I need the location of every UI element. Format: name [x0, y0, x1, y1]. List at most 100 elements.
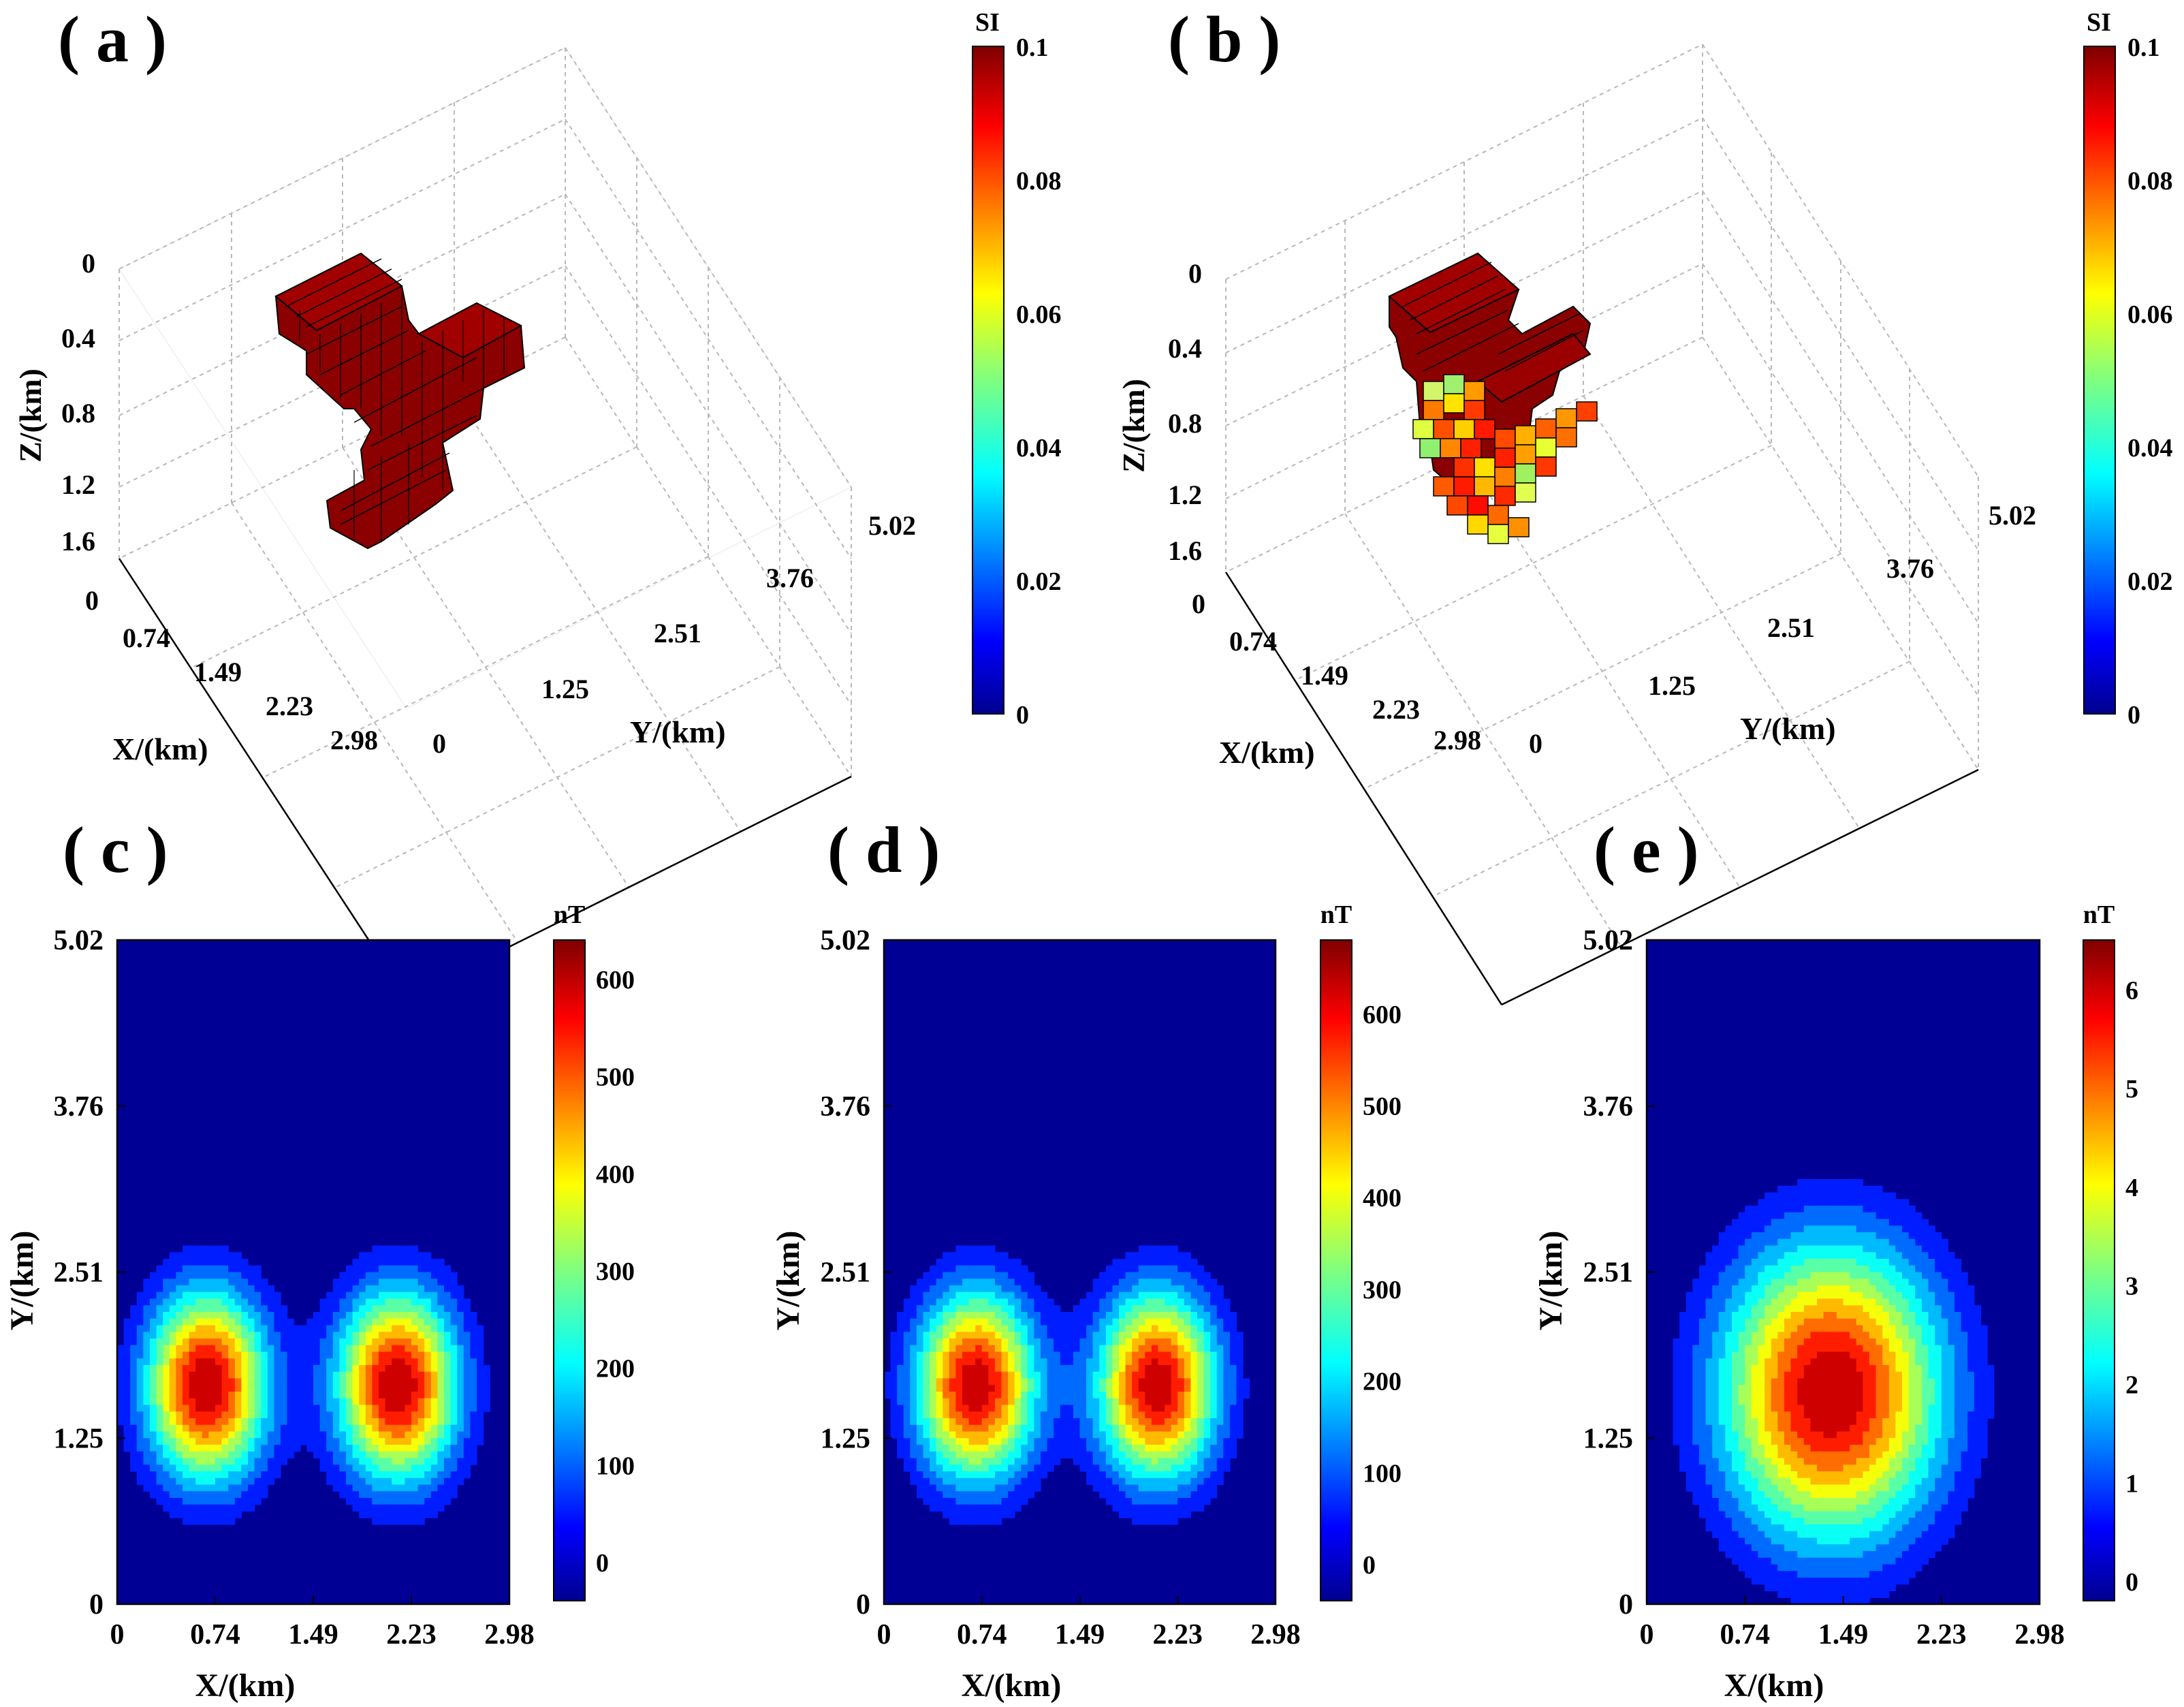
cb-tick-a-4: 0.08: [1016, 167, 1062, 195]
zt-b-0: 0: [1188, 258, 1202, 289]
xt-b-2: 1.49: [1301, 660, 1348, 691]
panel-b-zticks: 0 0.4 0.8 1.2 1.6 Z/(km): [1116, 258, 1202, 566]
cb-tick-d-6: 600: [1363, 1001, 1402, 1029]
xt-e-1: 0.74: [1720, 1619, 1771, 1650]
xt-c-0: 0: [110, 1619, 125, 1650]
yt-a-1: 1.25: [541, 674, 589, 704]
cb-d-bar: [1320, 939, 1352, 1601]
cb-e-bar: [2083, 939, 2115, 1601]
cb-tick-b-5: 0.1: [2127, 33, 2160, 62]
panel-b-yticks: 0 1.25 2.51 3.76 5.02 Y/(km): [1529, 500, 2036, 759]
cb-tick-e-0: 0: [2125, 1568, 2138, 1597]
cb-b-label: SI: [2087, 8, 2111, 37]
panel-b: ( b ): [1116, 3, 2116, 1006]
xt-b-4: 2.98: [1434, 725, 1481, 755]
cb-d-label: nT: [1320, 901, 1352, 929]
cb-tick-d-0: 0: [1363, 1551, 1376, 1580]
yt-b-4: 5.02: [1989, 500, 2036, 531]
zt-b-2: 0.8: [1168, 408, 1202, 439]
yt-d-0: 0: [856, 1589, 870, 1620]
yt-c-0: 0: [89, 1589, 104, 1620]
xt-b-0: 0: [1192, 589, 1205, 619]
panel-c-label: ( c ): [63, 813, 168, 886]
yt-e-0: 0: [1619, 1589, 1633, 1620]
xt-a-0: 0: [85, 585, 99, 616]
cb-tick-e-2: 2: [2125, 1371, 2138, 1399]
yt-d-1: 1.25: [821, 1423, 871, 1454]
cb-tick-e-3: 3: [2125, 1272, 2138, 1301]
xlabel-c: X/(km): [195, 1667, 296, 1704]
cb-tick-b-1: 0.02: [2127, 567, 2173, 596]
ylabel-a: Y/(km): [630, 715, 726, 749]
yt-d-4: 5.02: [821, 925, 871, 956]
zt-a-3: 1.2: [61, 469, 95, 500]
yt-c-4: 5.02: [54, 925, 104, 956]
cb-tick-e-6: 6: [2125, 976, 2138, 1005]
xt-c-2: 1.49: [288, 1619, 338, 1650]
yt-d-3: 3.76: [821, 1091, 871, 1123]
yt-e-3: 3.76: [1583, 1091, 1634, 1123]
xt-b-3: 2.23: [1372, 694, 1420, 725]
cb-tick-a-5: 0.1: [1016, 33, 1049, 62]
xt-a-2: 1.49: [194, 657, 242, 687]
panel-a-xticks: 0 0.74 1.49 2.23 2.98 X/(km): [85, 585, 378, 766]
yt-b-2: 2.51: [1767, 612, 1815, 643]
panel-a-zticks: 0 0.4 0.8 1.2 1.6 Z/(km): [13, 248, 95, 557]
zlabel-b: Z/(km): [1116, 379, 1151, 473]
cb-tick-a-3: 0.06: [1016, 300, 1062, 329]
cb-a-label: SI: [975, 8, 1000, 37]
ylabel-e: Y/(km): [1533, 1231, 1569, 1331]
yt-a-2: 2.51: [654, 618, 701, 648]
yt-e-2: 2.51: [1583, 1257, 1634, 1289]
cb-tick-d-5: 500: [1363, 1093, 1402, 1121]
cb-tick-a-1: 0.02: [1016, 567, 1062, 596]
cb-tick-b-3: 0.06: [2127, 300, 2173, 329]
xt-e-0: 0: [1640, 1619, 1654, 1650]
xlabel-e: X/(km): [1724, 1667, 1824, 1704]
yt-e-4: 5.02: [1583, 925, 1634, 956]
cb-tick-d-3: 300: [1363, 1276, 1402, 1304]
xt-c-4: 2.98: [484, 1619, 535, 1650]
yt-e-1: 1.25: [1583, 1423, 1634, 1454]
zt-b-3: 1.2: [1168, 480, 1202, 510]
colorbar-ticks: 0 0.02 0.04 0.06 0.08 0.1 0 0.02 0.04 0.06 0.08 0.1: [1016, 33, 2173, 730]
yt-b-3: 3.76: [1886, 553, 1934, 584]
cb-tick-c-5: 500: [596, 1063, 635, 1092]
ylabel-b: Y/(km): [1740, 711, 1836, 746]
cb-tick-c-4: 400: [596, 1160, 635, 1189]
yt-a-0: 0: [432, 728, 446, 759]
xt-b-1: 0.74: [1229, 626, 1277, 657]
panel-b-voxels: [1388, 252, 1598, 544]
cb-tick-c-1: 100: [596, 1452, 635, 1480]
panel-c-heatmap: 0 0.74 1.49 2.23 2.98 0 1.25 2.51 3.76 5.02 0 100 20…: [54, 925, 635, 1650]
zt-a-4: 1.6: [61, 526, 95, 557]
yt-a-4: 5.02: [868, 510, 916, 541]
cb-tick-b-0: 0: [2127, 701, 2140, 730]
panel-a-box: [118, 47, 852, 999]
zlabel-a: Z/(km): [13, 369, 48, 463]
panel-e: ( e ) 0 0.74 1.49 2.23 2.98 0 1.25 2.51 3.76 5.02…: [1533, 813, 2138, 1704]
xlabel-d: X/(km): [962, 1667, 1062, 1704]
cb-tick-d-2: 200: [1363, 1368, 1402, 1396]
xt-e-4: 2.98: [2014, 1619, 2065, 1650]
panel-a-colorbar: SI: [972, 8, 1004, 715]
xt-a-4: 2.98: [330, 725, 378, 755]
xt-c-3: 2.23: [386, 1619, 437, 1650]
yt-c-2: 2.51: [54, 1257, 104, 1289]
panel-b-xticks: 0 0.74 1.49 2.23 2.98 X/(km): [1192, 589, 1481, 770]
cb-tick-b-2: 0.04: [2127, 434, 2173, 463]
zt-a-2: 0.8: [61, 398, 95, 428]
cb-tick-a-0: 0: [1016, 701, 1029, 730]
panel-b-colorbar: SI: [2083, 8, 2116, 715]
xt-a-3: 2.23: [266, 691, 313, 721]
ylabel-c: Y/(km): [4, 1231, 40, 1331]
cb-tick-c-6: 600: [596, 966, 635, 995]
cb-tick-d-1: 100: [1363, 1459, 1402, 1488]
ylabel-d: Y/(km): [770, 1231, 806, 1331]
zt-a-0: 0: [82, 248, 95, 279]
cb-e-label: nT: [2083, 901, 2115, 929]
xt-d-4: 2.98: [1250, 1619, 1301, 1650]
cb-tick-d-4: 400: [1363, 1184, 1402, 1212]
cb-c-bar: [553, 939, 586, 1601]
